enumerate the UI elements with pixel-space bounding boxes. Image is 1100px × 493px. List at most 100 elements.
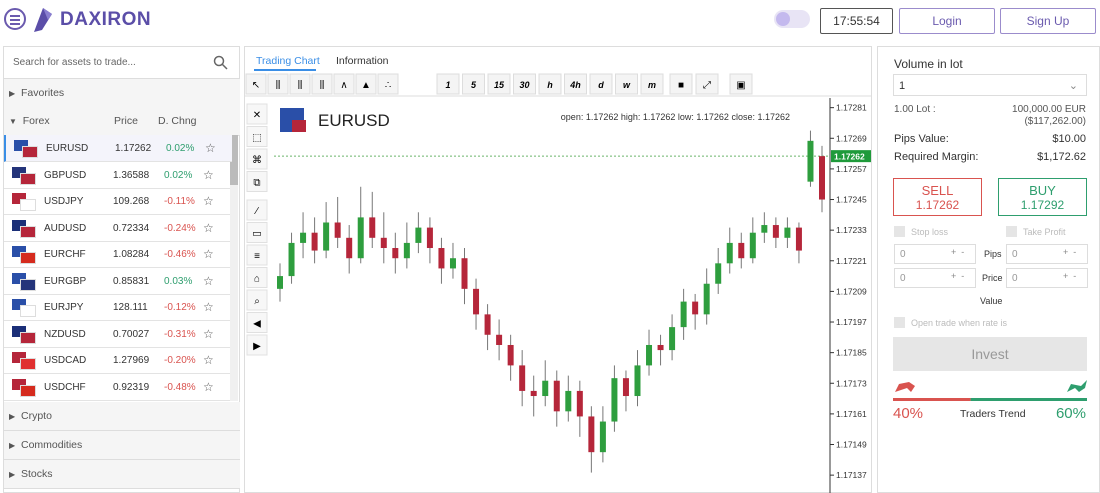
asset-row[interactable]: USDCAD 1.27969 -0.20% ☆	[4, 347, 230, 374]
interval-button[interactable]	[589, 73, 613, 95]
favorites-group[interactable]: ▶ Favorites	[4, 78, 240, 108]
draw-tool[interactable]	[246, 267, 268, 288]
interval-button[interactable]	[564, 73, 587, 95]
tab[interactable]: Information	[336, 55, 389, 67]
asset-group[interactable]: ▶ Stocks	[4, 460, 240, 489]
tool-icon: ⤢	[703, 80, 711, 91]
theme-toggle[interactable]	[774, 10, 810, 28]
y-tick-label: 1.17149	[836, 440, 867, 450]
draw-tool[interactable]	[246, 222, 268, 243]
checkbox[interactable]	[894, 317, 905, 328]
asset-change: -0.48%	[164, 381, 196, 393]
candle-body	[588, 416, 595, 453]
interval-button[interactable]	[436, 73, 460, 95]
draw-tool[interactable]	[246, 334, 268, 356]
candle-body	[692, 301, 699, 315]
interval-button[interactable]	[615, 73, 638, 95]
interval-label: 5	[471, 80, 477, 90]
interval-label: d	[598, 80, 604, 90]
checkbox[interactable]	[1006, 226, 1017, 237]
buy-button[interactable]: BUY 1.17292	[998, 178, 1087, 216]
draw-tool[interactable]	[246, 312, 268, 333]
asset-row[interactable]: AUDUSD 0.72334 -0.24% ☆	[4, 215, 230, 242]
flag	[12, 378, 26, 390]
buy-price: 1.17292	[1020, 198, 1065, 212]
tool-button[interactable]	[267, 73, 289, 95]
group-label: Favorites	[21, 87, 65, 99]
tool-button[interactable]	[311, 73, 333, 95]
favorite-star[interactable]: ☆	[205, 141, 216, 155]
asset-row[interactable]: EURJPY 128.111 -0.12% ☆	[4, 294, 230, 321]
draw-tool[interactable]	[246, 244, 268, 266]
invest-button[interactable]: Invest	[893, 337, 1087, 371]
draw-tool[interactable]	[246, 103, 268, 125]
draw-tool[interactable]	[246, 199, 268, 221]
asset-price: 1.36588	[113, 169, 150, 181]
tool-button[interactable]	[333, 73, 355, 95]
take-profit-price[interactable]: 0	[1006, 268, 1088, 288]
candle-body	[622, 378, 629, 397]
y-tick-label: 1.17173	[836, 378, 867, 388]
tool-button[interactable]	[377, 73, 399, 95]
sell-button[interactable]: SELL 1.17262	[893, 178, 982, 216]
tool-button[interactable]	[289, 73, 311, 95]
asset-symbol: EURGBP	[44, 275, 87, 287]
favorite-star[interactable]: ☆	[203, 326, 214, 341]
flag	[20, 331, 36, 344]
search-icon[interactable]	[213, 55, 229, 71]
asset-symbol: USDJPY	[44, 196, 84, 207]
draw-tool[interactable]	[246, 126, 268, 147]
ohlc-info: open: 1.17262 high: 1.17262 low: 1.17262…	[561, 112, 790, 122]
stop-loss-price[interactable]: 0	[894, 268, 976, 288]
favorite-star[interactable]: ☆	[203, 247, 214, 261]
interval-button[interactable]	[487, 73, 511, 95]
favorite-star[interactable]: ☆	[203, 167, 214, 182]
draw-tool[interactable]	[246, 289, 268, 311]
stop-loss-pips[interactable]: 0	[894, 244, 976, 264]
interval-label: h	[547, 80, 553, 90]
tool-button[interactable]	[355, 73, 377, 95]
menu-button[interactable]	[4, 8, 26, 30]
asset-group[interactable]: ▶ Crypto	[4, 402, 240, 431]
checkbox[interactable]	[894, 226, 905, 237]
volume-select[interactable]: 1 ⌄	[893, 74, 1087, 96]
draw-tool[interactable]	[246, 171, 268, 192]
interval-button[interactable]	[462, 73, 485, 95]
signup-button[interactable]: Sign Up	[1000, 8, 1096, 34]
asset-row[interactable]: EURCHF 1.08284 -0.46% ☆	[4, 241, 230, 268]
draw-tool-icon: ≡	[254, 251, 260, 262]
asset-row[interactable]: EURGBP 0.85831 0.03% ☆	[4, 268, 230, 295]
tool-button[interactable]	[729, 73, 753, 95]
interval-button[interactable]	[640, 73, 664, 95]
interval-button[interactable]	[538, 73, 562, 95]
draw-tool[interactable]	[246, 148, 268, 170]
take-profit-pips[interactable]: 0	[1006, 244, 1088, 264]
trend-label: Traders Trend	[960, 408, 1026, 420]
favorite-star[interactable]: ☆	[203, 194, 214, 208]
favorite-star[interactable]: ☆	[203, 300, 214, 314]
candle-body	[634, 365, 641, 397]
login-button[interactable]: Login	[899, 8, 995, 34]
candle-body	[473, 288, 480, 315]
interval-button[interactable]	[513, 73, 536, 95]
interval-label: m	[648, 80, 656, 90]
asset-price: 109.268	[113, 196, 150, 207]
favorite-star[interactable]: ☆	[203, 220, 214, 235]
trend-segment	[893, 398, 971, 401]
tool-button[interactable]	[695, 73, 719, 95]
tab[interactable]: Trading Chart	[256, 55, 320, 67]
asset-row[interactable]: NZDUSD 0.70027 -0.31% ☆	[4, 321, 230, 348]
favorite-star[interactable]: ☆	[203, 353, 214, 367]
favorite-star[interactable]: ☆	[203, 379, 214, 394]
asset-row[interactable]: USDCHF 0.92319 -0.48% ☆	[4, 374, 230, 401]
forex-group[interactable]: ▼ Forex Price D. Chng	[4, 107, 240, 136]
tool-button[interactable]	[245, 73, 267, 95]
asset-group[interactable]: ▶ Commodities	[4, 431, 240, 460]
asset-row[interactable]: USDJPY 109.268 -0.11% ☆	[4, 188, 230, 215]
group-label: Stocks	[21, 468, 53, 480]
search-input[interactable]: Search for assets to trade...	[13, 57, 136, 68]
tool-button[interactable]	[669, 73, 693, 95]
favorite-star[interactable]: ☆	[203, 273, 214, 288]
asset-row[interactable]: EURUSD 1.17262 0.02% ☆	[4, 135, 232, 162]
asset-row[interactable]: GBPUSD 1.36588 0.02% ☆	[4, 162, 230, 189]
